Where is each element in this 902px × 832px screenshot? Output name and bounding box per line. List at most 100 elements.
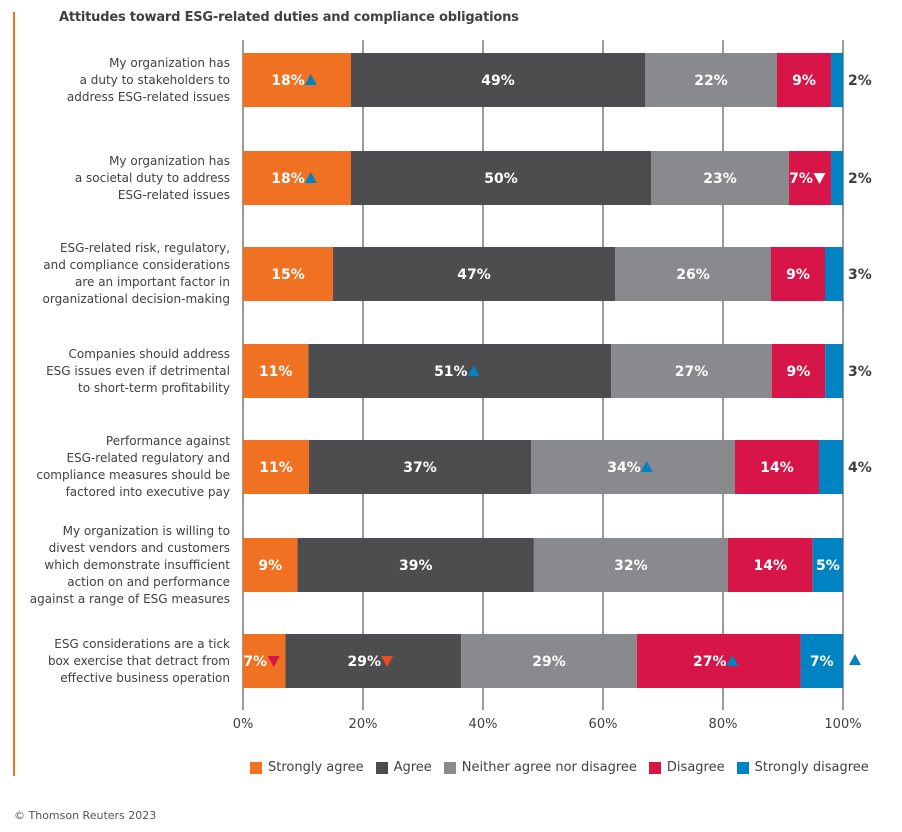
bar-segment bbox=[333, 247, 615, 301]
bar-segment bbox=[297, 538, 534, 592]
x-tick-label: 0% bbox=[233, 717, 254, 732]
legend-swatch bbox=[648, 761, 661, 774]
data-label: 50% bbox=[484, 171, 518, 187]
bar-segment bbox=[789, 151, 831, 205]
data-label: 37% bbox=[403, 460, 437, 476]
legend-swatch bbox=[250, 761, 262, 774]
data-label: 26% bbox=[676, 267, 710, 283]
data-label: 29% bbox=[348, 654, 382, 670]
data-label: 4% bbox=[848, 460, 872, 476]
data-label: 22% bbox=[694, 73, 728, 89]
data-label: 11% bbox=[259, 364, 293, 380]
category-label: ESG-related risk, regulatory, and compli… bbox=[42, 241, 230, 306]
accent-bar bbox=[13, 12, 15, 776]
category-label: Performance against ESG-related regulato… bbox=[36, 434, 230, 499]
bar-segment bbox=[831, 53, 843, 107]
bar-segment bbox=[243, 634, 286, 688]
triangle-up-icon bbox=[640, 461, 653, 472]
x-tick-label: 80% bbox=[709, 717, 738, 732]
data-label: 23% bbox=[703, 171, 737, 187]
bar-segment bbox=[825, 247, 843, 301]
bar-segment bbox=[636, 634, 801, 688]
legend-item: Agree bbox=[375, 760, 432, 775]
legend: Strongly agree Agree Neither agree nor dis… bbox=[250, 760, 881, 775]
legend-label: Strongly disagree bbox=[754, 760, 869, 775]
triangle-up-icon bbox=[304, 172, 317, 183]
data-label: 47% bbox=[457, 267, 491, 283]
data-label: 3% bbox=[848, 267, 872, 283]
data-label: 39% bbox=[399, 558, 433, 574]
triangle-down-icon bbox=[381, 656, 394, 667]
bar-segment bbox=[533, 538, 728, 592]
data-label: 9% bbox=[792, 73, 816, 89]
bar-segment bbox=[831, 151, 843, 205]
legend-swatch bbox=[375, 761, 388, 774]
x-tick-label: 60% bbox=[589, 717, 618, 732]
bar-segment bbox=[309, 440, 531, 494]
data-label: 7% bbox=[810, 654, 834, 670]
bar-segment bbox=[351, 53, 645, 107]
legend-swatch bbox=[443, 761, 456, 774]
bar-segment bbox=[243, 247, 333, 301]
bar-segment bbox=[243, 53, 351, 107]
data-label: 15% bbox=[271, 267, 305, 283]
bar-segment bbox=[243, 538, 298, 592]
triangle-up-icon bbox=[304, 74, 317, 85]
data-label: 9% bbox=[258, 558, 282, 574]
triangle-up-icon bbox=[849, 654, 861, 665]
bar-segment bbox=[461, 634, 637, 688]
category-label: ESG considerations are a tick box exerci… bbox=[47, 636, 230, 685]
data-label: 3% bbox=[848, 364, 872, 380]
triangle-up-icon bbox=[726, 655, 739, 666]
x-tick-label: 100% bbox=[824, 717, 861, 732]
bar-segment bbox=[645, 53, 777, 107]
category-label: Companies should address ESG issues even… bbox=[46, 346, 230, 395]
bar-segment bbox=[651, 151, 789, 205]
data-label: 5% bbox=[816, 558, 840, 574]
data-label: 49% bbox=[481, 73, 515, 89]
triangle-down-icon bbox=[813, 173, 826, 184]
legend-label: Neither agree nor disagree bbox=[461, 760, 637, 775]
category-label: My organization has a societal duty to a… bbox=[74, 153, 230, 202]
data-label: 7% bbox=[789, 171, 813, 187]
copyright: © Thomson Reuters 2023 bbox=[14, 809, 157, 822]
category-label: My organization has a duty to stakeholde… bbox=[66, 55, 230, 104]
bar-segment bbox=[611, 344, 772, 398]
bar-segment bbox=[812, 538, 843, 592]
bar-segment bbox=[825, 344, 843, 398]
legend-label: Disagree bbox=[666, 760, 725, 775]
data-label: 29% bbox=[532, 654, 566, 670]
chart-title: Attitudes toward ESG-related duties and … bbox=[59, 10, 519, 25]
bar-segment bbox=[777, 53, 831, 107]
legend-label: Agree bbox=[393, 760, 432, 775]
legend-item: Strongly agree bbox=[250, 760, 364, 775]
data-label: 2% bbox=[848, 171, 872, 187]
data-label: 27% bbox=[693, 654, 727, 670]
legend-swatch bbox=[736, 761, 749, 774]
bar-segment bbox=[243, 344, 309, 398]
category-label: My organization is willing to divest ven… bbox=[29, 523, 230, 606]
data-label: 7% bbox=[243, 654, 267, 670]
data-label: 34% bbox=[607, 460, 641, 476]
data-label: 11% bbox=[259, 460, 293, 476]
bar-segment bbox=[351, 151, 651, 205]
bar-segment bbox=[771, 344, 826, 398]
data-label: 9% bbox=[787, 364, 811, 380]
bar-segment bbox=[308, 344, 612, 398]
bar-segment bbox=[819, 440, 843, 494]
bar-segment bbox=[800, 634, 843, 688]
bar-segment bbox=[243, 151, 351, 205]
bar-segment bbox=[615, 247, 771, 301]
bar-segment bbox=[735, 440, 819, 494]
data-label: 2% bbox=[848, 73, 872, 89]
data-label: 14% bbox=[754, 558, 788, 574]
bar-segment bbox=[531, 440, 735, 494]
x-tick-label: 20% bbox=[349, 717, 378, 732]
data-label: 32% bbox=[614, 558, 648, 574]
legend-label: Strongly agree bbox=[268, 760, 364, 775]
triangle-up-icon bbox=[467, 365, 480, 376]
data-label: 27% bbox=[675, 364, 709, 380]
data-label: 14% bbox=[760, 460, 794, 476]
bar-segment bbox=[285, 634, 462, 688]
